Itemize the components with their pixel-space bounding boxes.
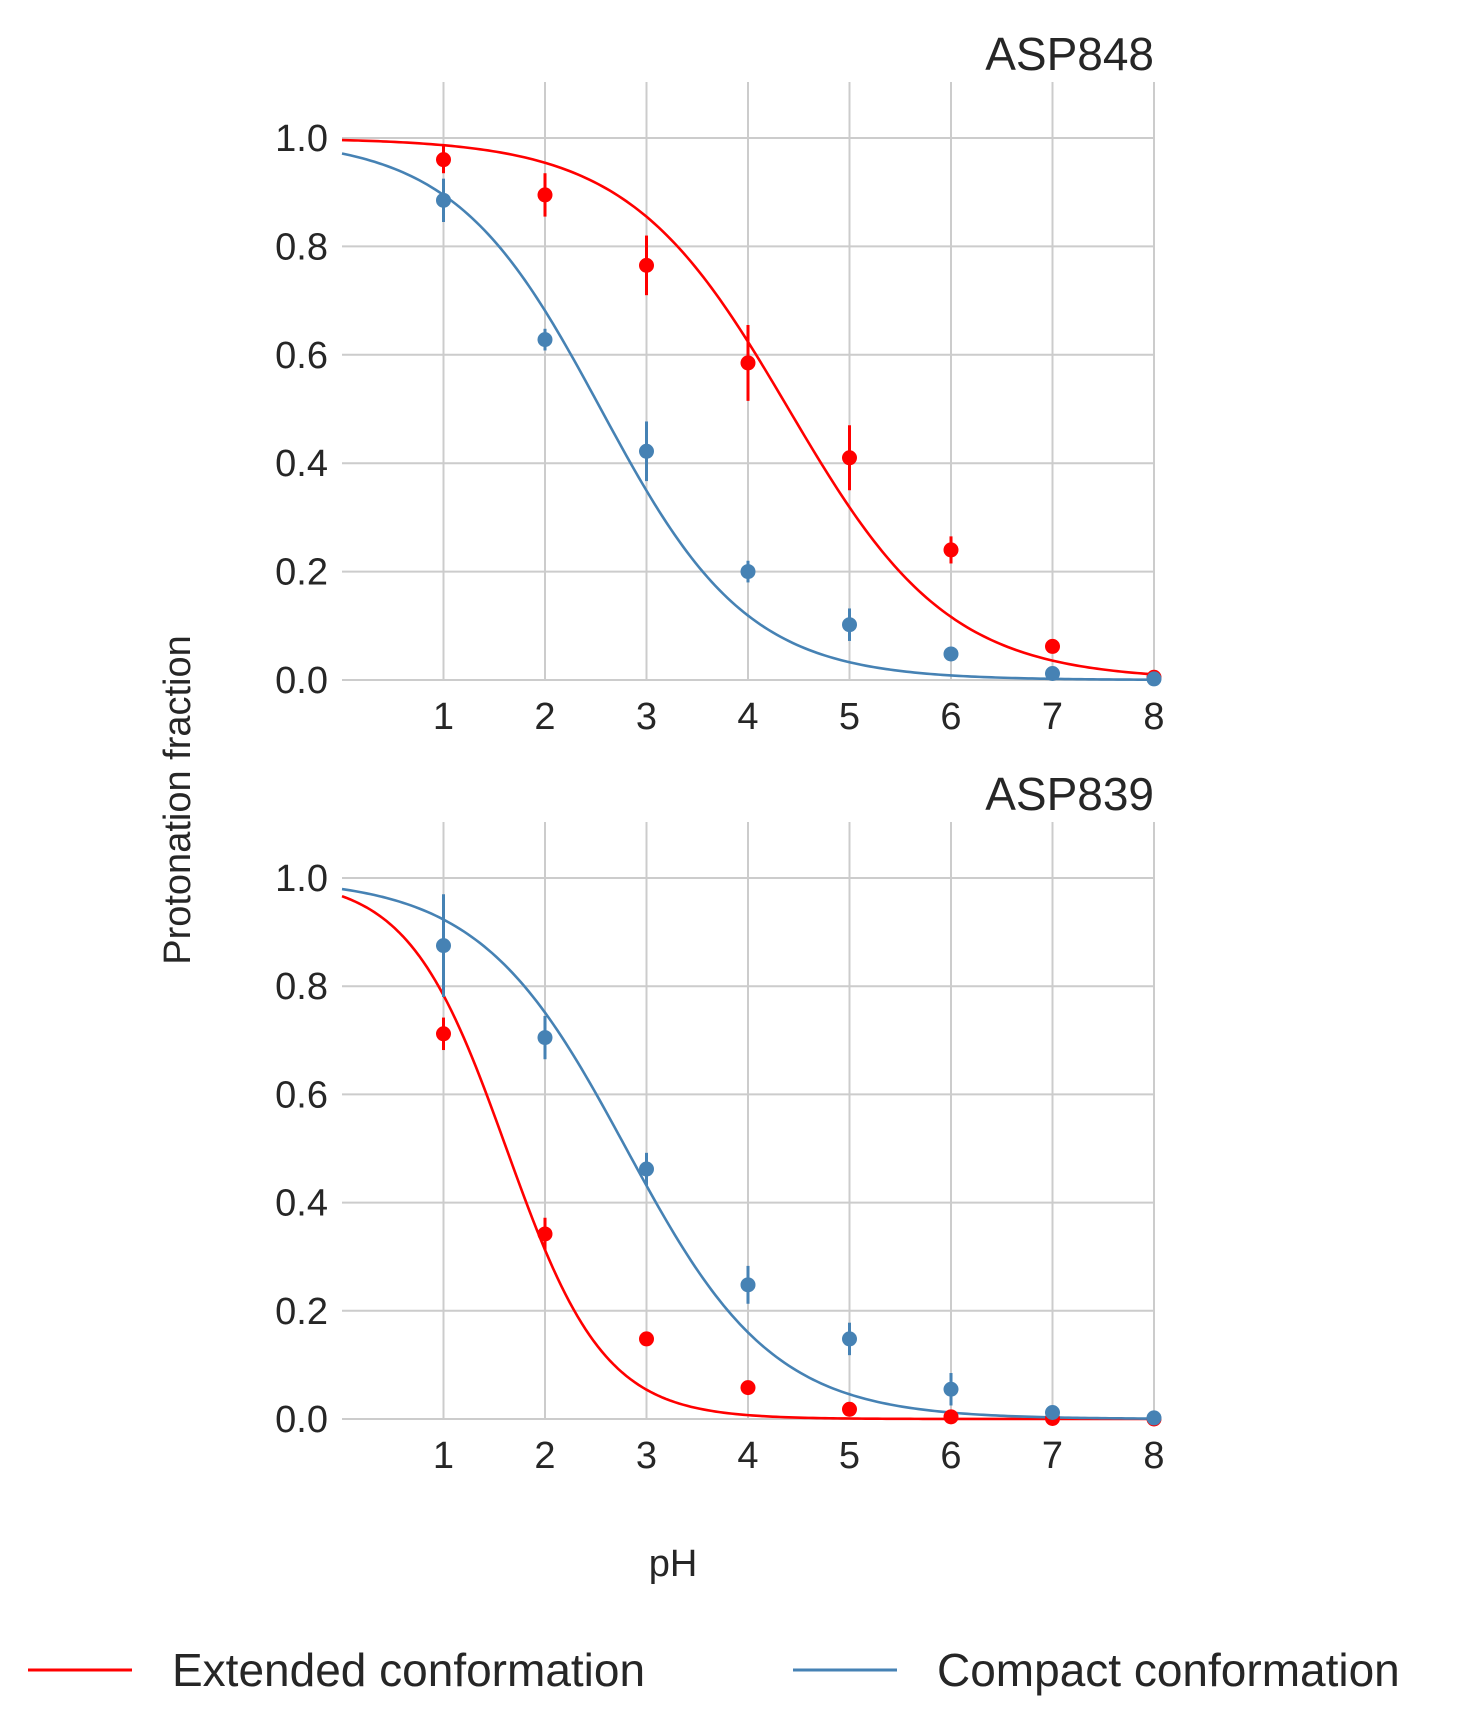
x-tick-label: 5: [839, 696, 860, 738]
y-tick-label: 0.2: [275, 1291, 328, 1333]
data-point-extended: [842, 1401, 857, 1417]
data-point-compact: [537, 1030, 553, 1046]
x-tick-label: 5: [839, 1435, 860, 1477]
data-point-extended: [1045, 638, 1060, 654]
y-tick-label: 0.0: [275, 660, 328, 702]
data-point-extended: [943, 542, 959, 558]
legend-label-compact: Compact conformation: [937, 1644, 1400, 1696]
y-tick-label: 0.2: [275, 552, 328, 594]
legend-item-compact[interactable]: Compact conformation: [793, 1644, 1400, 1696]
x-tick-label: 1: [433, 1435, 454, 1477]
data-points: [436, 146, 1162, 687]
data-point-compact: [842, 1331, 857, 1347]
y-tick-label: 1.0: [275, 118, 328, 160]
data-point-compact: [1045, 1405, 1060, 1421]
y-tick-label: 0.4: [275, 1183, 328, 1225]
data-point-extended: [740, 355, 756, 371]
y-tick-label: 0.4: [275, 443, 328, 485]
y-tick-label: 1.0: [275, 858, 328, 900]
data-point-compact: [1045, 665, 1060, 681]
legend-label-extended: Extended conformation: [172, 1644, 645, 1696]
data-point-extended: [842, 450, 857, 466]
panel-asp839: 0.0 0.2 0.4 0.6 0.8 1.0 1 2 3 4 5 6 7 8 ASP839: [275, 768, 1164, 1477]
y-axis-label: Protonation fraction: [157, 635, 199, 965]
x-tick-labels: 1 2 3 4 5 6 7 8: [433, 696, 1165, 738]
legend-item-extended[interactable]: Extended conformation: [28, 1644, 645, 1696]
data-point-compact: [639, 1161, 654, 1177]
legend: Extended conformation Compact conformati…: [28, 1644, 1400, 1696]
x-tick-label: 4: [737, 1435, 758, 1477]
y-tick-labels: 0.0 0.2 0.4 0.6 0.8 1.0: [275, 118, 328, 702]
y-tick-label: 0.6: [275, 335, 328, 377]
data-point-extended: [639, 1331, 654, 1347]
x-axis-label: pH: [649, 1543, 698, 1585]
x-tick-label: 2: [534, 1435, 555, 1477]
data-point-compact: [740, 1277, 756, 1293]
panel-asp848: 0.0 0.2 0.4 0.6 0.8 1.0 1 2 3 4 5 6 7 8 ASP848: [275, 28, 1164, 738]
data-point-extended: [537, 187, 553, 203]
data-point-extended: [740, 1380, 756, 1396]
fit-curve-extended: [341, 894, 1154, 1421]
data-point-extended: [639, 257, 654, 273]
y-tick-label: 0.8: [275, 966, 328, 1008]
data-point-compact: [943, 1381, 959, 1397]
y-tick-labels: 0.0 0.2 0.4 0.6 0.8 1.0: [275, 858, 328, 1441]
data-point-compact: [1146, 1410, 1162, 1426]
data-point-extended: [943, 1409, 959, 1425]
x-tick-label: 6: [940, 696, 961, 738]
x-tick-label: 7: [1042, 696, 1063, 738]
data-point-extended: [537, 1226, 553, 1242]
data-point-compact: [740, 564, 756, 580]
data-point-extended: [436, 1026, 451, 1042]
data-point-compact: [943, 646, 959, 662]
x-tick-label: 4: [737, 696, 758, 738]
x-tick-label: 2: [534, 696, 555, 738]
panel-title: ASP839: [985, 768, 1154, 820]
fit-curve-compact: [341, 887, 1155, 1420]
x-tick-label: 8: [1143, 696, 1164, 738]
grid: [342, 82, 1155, 681]
data-point-compact: [639, 443, 654, 459]
data-point-compact: [436, 192, 451, 208]
data-point-compact: [436, 938, 451, 954]
y-tick-label: 0.6: [275, 1074, 328, 1116]
x-tick-label: 6: [940, 1435, 961, 1477]
data-point-compact: [1146, 671, 1162, 687]
x-tick-label: 7: [1042, 1435, 1063, 1477]
x-tick-label: 8: [1143, 1435, 1164, 1477]
y-tick-label: 0.0: [275, 1399, 328, 1441]
data-points: [436, 894, 1162, 1427]
data-point-extended: [436, 152, 451, 168]
x-tick-labels: 1 2 3 4 5 6 7 8: [433, 1435, 1165, 1477]
data-point-compact: [842, 617, 857, 633]
fit-curves: [341, 887, 1155, 1421]
data-point-compact: [537, 332, 553, 348]
x-tick-label: 3: [636, 1435, 657, 1477]
fit-curve-compact: [341, 152, 1155, 682]
x-tick-label: 3: [636, 696, 657, 738]
y-tick-label: 0.8: [275, 226, 328, 268]
panel-title: ASP848: [985, 28, 1154, 80]
x-tick-label: 1: [433, 696, 454, 738]
